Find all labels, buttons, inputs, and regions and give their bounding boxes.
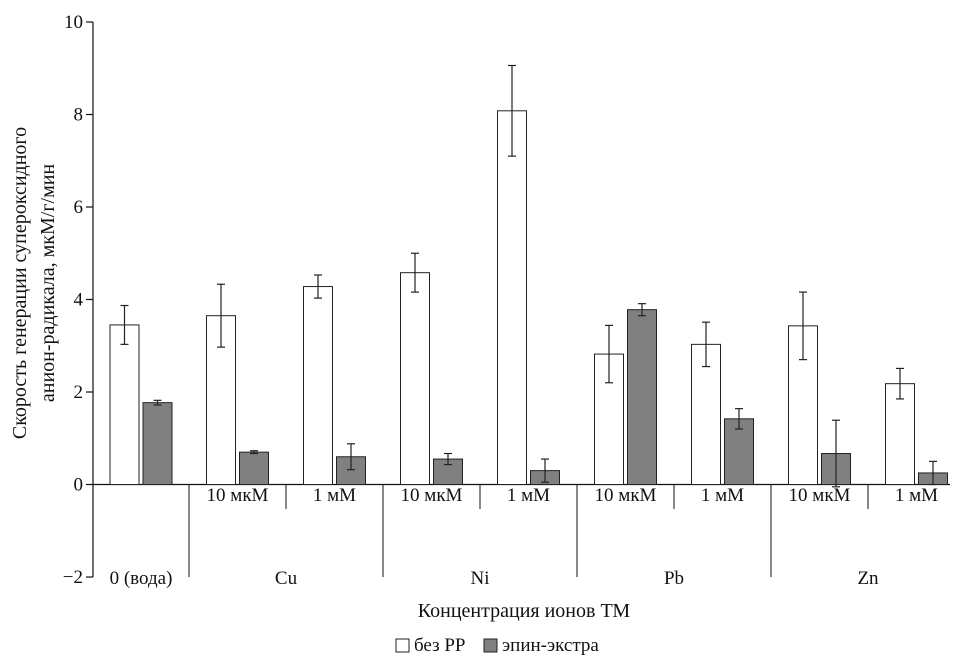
bar xyxy=(497,110,527,486)
group-label: 0 (вода) xyxy=(110,568,173,589)
legend-swatch-series-1 xyxy=(395,638,410,653)
group-label: Ni xyxy=(471,568,490,589)
legend-swatch-series-2 xyxy=(483,638,498,653)
bar xyxy=(239,451,269,485)
bar xyxy=(724,418,754,486)
subgroup-label: 10 мкМ xyxy=(401,485,463,506)
y-axis-title-line2: анион-радикала, мкМ/г/мин xyxy=(37,164,59,403)
y-tick-label: 2 xyxy=(74,382,84,403)
category-labels: 10 мкМ 1 мМ 10 мкМ 1 мМ 10 мкМ 1 мМ 10 мкМ 1 мМ… xyxy=(110,485,939,589)
subgroup-label: 1 мМ xyxy=(895,485,938,506)
y-tick-label: 10 xyxy=(64,12,83,33)
y-tick-label: 4 xyxy=(74,290,84,311)
legend-label-series-1: без РР xyxy=(414,635,465,656)
legend: без РР эпин-экстра xyxy=(395,635,599,656)
bar xyxy=(400,272,430,485)
group-label: Cu xyxy=(275,568,298,589)
bar xyxy=(627,309,657,485)
bar xyxy=(142,402,173,486)
subgroup-label: 10 мкМ xyxy=(595,485,657,506)
y-tick-label: 8 xyxy=(74,105,84,126)
bar xyxy=(109,324,140,485)
y-tick-label: 0 xyxy=(74,475,84,496)
subgroup-label: 1 мМ xyxy=(313,485,356,506)
subgroup-label: 10 мкМ xyxy=(207,485,269,506)
bar xyxy=(691,343,721,485)
bar xyxy=(303,286,333,485)
bar xyxy=(885,383,915,485)
x-axis-title: Концентрация ионов ТМ xyxy=(418,600,631,622)
legend-label-series-2: эпин-экстра xyxy=(502,635,599,656)
group-label: Zn xyxy=(857,568,879,589)
subgroup-label: 1 мМ xyxy=(701,485,744,506)
y-axis-title-line1: Скорость генерации супероксидного xyxy=(9,127,31,439)
y-tick-label: −2 xyxy=(63,567,83,588)
group-label: Pb xyxy=(664,568,684,589)
subgroup-label: 10 мкМ xyxy=(789,485,851,506)
bars xyxy=(109,64,948,488)
subgroup-label: 1 мМ xyxy=(507,485,550,506)
y-tick-label: 6 xyxy=(74,197,84,218)
